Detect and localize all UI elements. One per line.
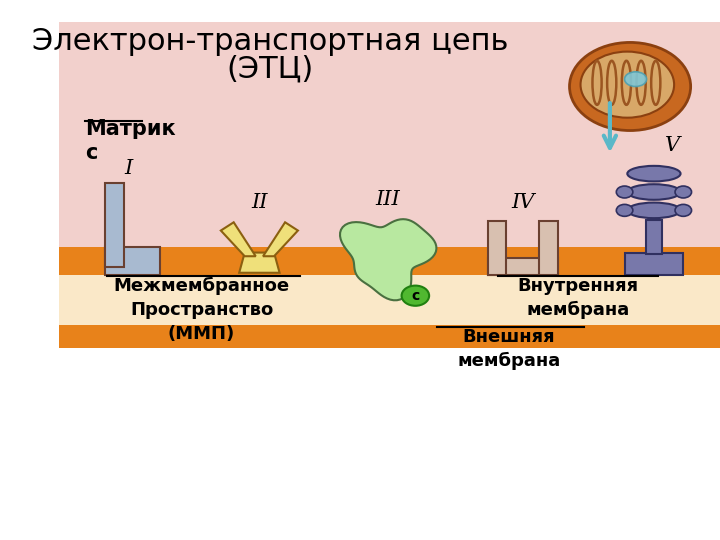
Ellipse shape — [402, 286, 429, 306]
Polygon shape — [221, 222, 256, 256]
Ellipse shape — [627, 166, 680, 181]
Text: Электрон-транспортная цепь: Электрон-транспортная цепь — [32, 27, 508, 56]
Polygon shape — [539, 221, 557, 274]
Text: II: II — [251, 193, 268, 212]
Ellipse shape — [616, 205, 633, 217]
Ellipse shape — [627, 202, 680, 218]
Text: Межмембранное
Пространство
(ММП): Межмембранное Пространство (ММП) — [114, 278, 289, 343]
Polygon shape — [624, 253, 683, 274]
Polygon shape — [59, 247, 720, 274]
Ellipse shape — [624, 72, 647, 86]
Text: Внутренняя
мембрана: Внутренняя мембрана — [517, 278, 639, 319]
Text: Матрик
с: Матрик с — [85, 119, 176, 164]
Ellipse shape — [675, 186, 691, 198]
Text: V: V — [665, 136, 680, 156]
Polygon shape — [59, 325, 720, 348]
Text: (ЭТЦ): (ЭТЦ) — [227, 55, 314, 83]
Text: с: с — [411, 289, 420, 303]
Polygon shape — [59, 274, 720, 325]
Polygon shape — [105, 183, 124, 267]
Polygon shape — [239, 253, 279, 273]
Polygon shape — [105, 247, 161, 274]
Polygon shape — [488, 221, 506, 274]
Ellipse shape — [675, 205, 691, 217]
Ellipse shape — [616, 186, 633, 198]
Text: Внешняя
мембрана: Внешняя мембрана — [457, 328, 561, 369]
Polygon shape — [59, 22, 720, 247]
Text: I: I — [124, 159, 132, 178]
Ellipse shape — [627, 184, 680, 200]
Ellipse shape — [570, 43, 690, 131]
Ellipse shape — [580, 52, 674, 118]
Text: III: III — [375, 190, 400, 208]
Text: IV: IV — [511, 193, 534, 212]
Polygon shape — [263, 222, 298, 256]
Polygon shape — [646, 220, 662, 254]
Polygon shape — [340, 219, 436, 300]
Polygon shape — [488, 258, 557, 274]
